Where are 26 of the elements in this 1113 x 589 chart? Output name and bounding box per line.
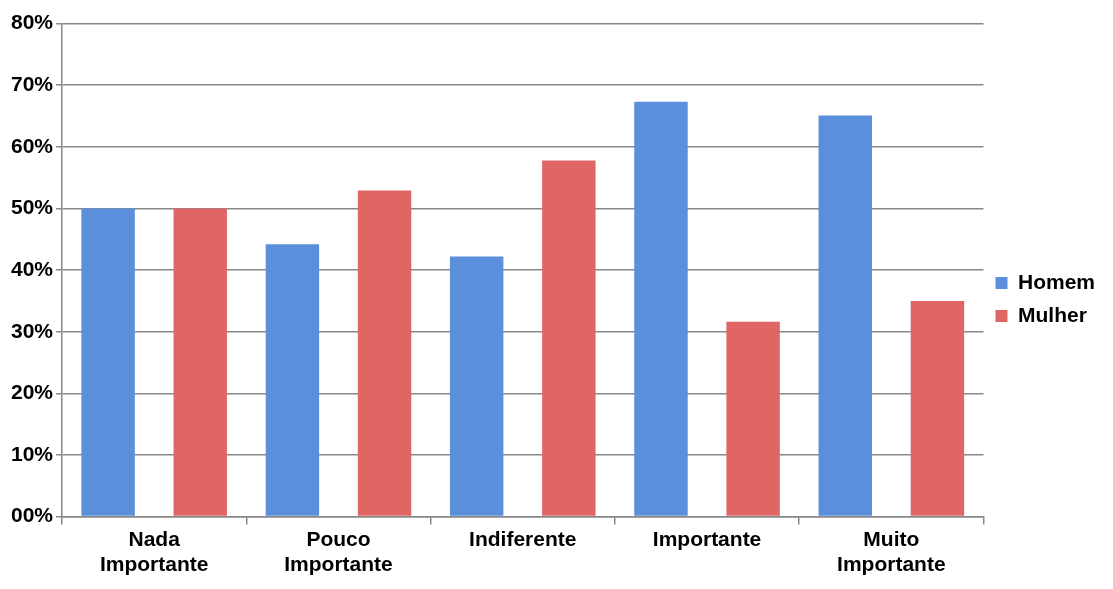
bar <box>265 244 320 516</box>
bar <box>173 208 227 516</box>
x-tick-label: Indiferente <box>469 527 577 550</box>
y-tick-label: 70% <box>11 72 54 96</box>
bar <box>910 300 965 516</box>
y-tick-label: 50% <box>11 195 54 219</box>
y-tick-label: 40% <box>11 256 54 280</box>
x-tick-label: Nada Importante <box>99 527 209 576</box>
bar <box>449 256 504 516</box>
legend-label: Homem <box>1017 269 1096 293</box>
y-tick-label: 60% <box>11 133 54 157</box>
bar <box>542 160 596 516</box>
bar <box>357 190 412 516</box>
bar <box>81 208 135 516</box>
bar <box>726 321 780 516</box>
y-tick-label: 00% <box>11 503 54 527</box>
x-tick-label: Muito Importante <box>837 527 946 576</box>
x-tick-label: Pouco Importante <box>284 527 393 576</box>
bar <box>818 115 872 516</box>
y-tick-label: 30% <box>11 318 54 342</box>
y-tick-label: 80% <box>11 10 54 34</box>
x-tick-label: Importante <box>652 527 762 550</box>
y-tick-label: 20% <box>11 380 54 404</box>
y-tick-label: 10% <box>11 441 54 465</box>
legend-label: Mulher <box>1017 302 1087 326</box>
bar <box>634 101 688 516</box>
